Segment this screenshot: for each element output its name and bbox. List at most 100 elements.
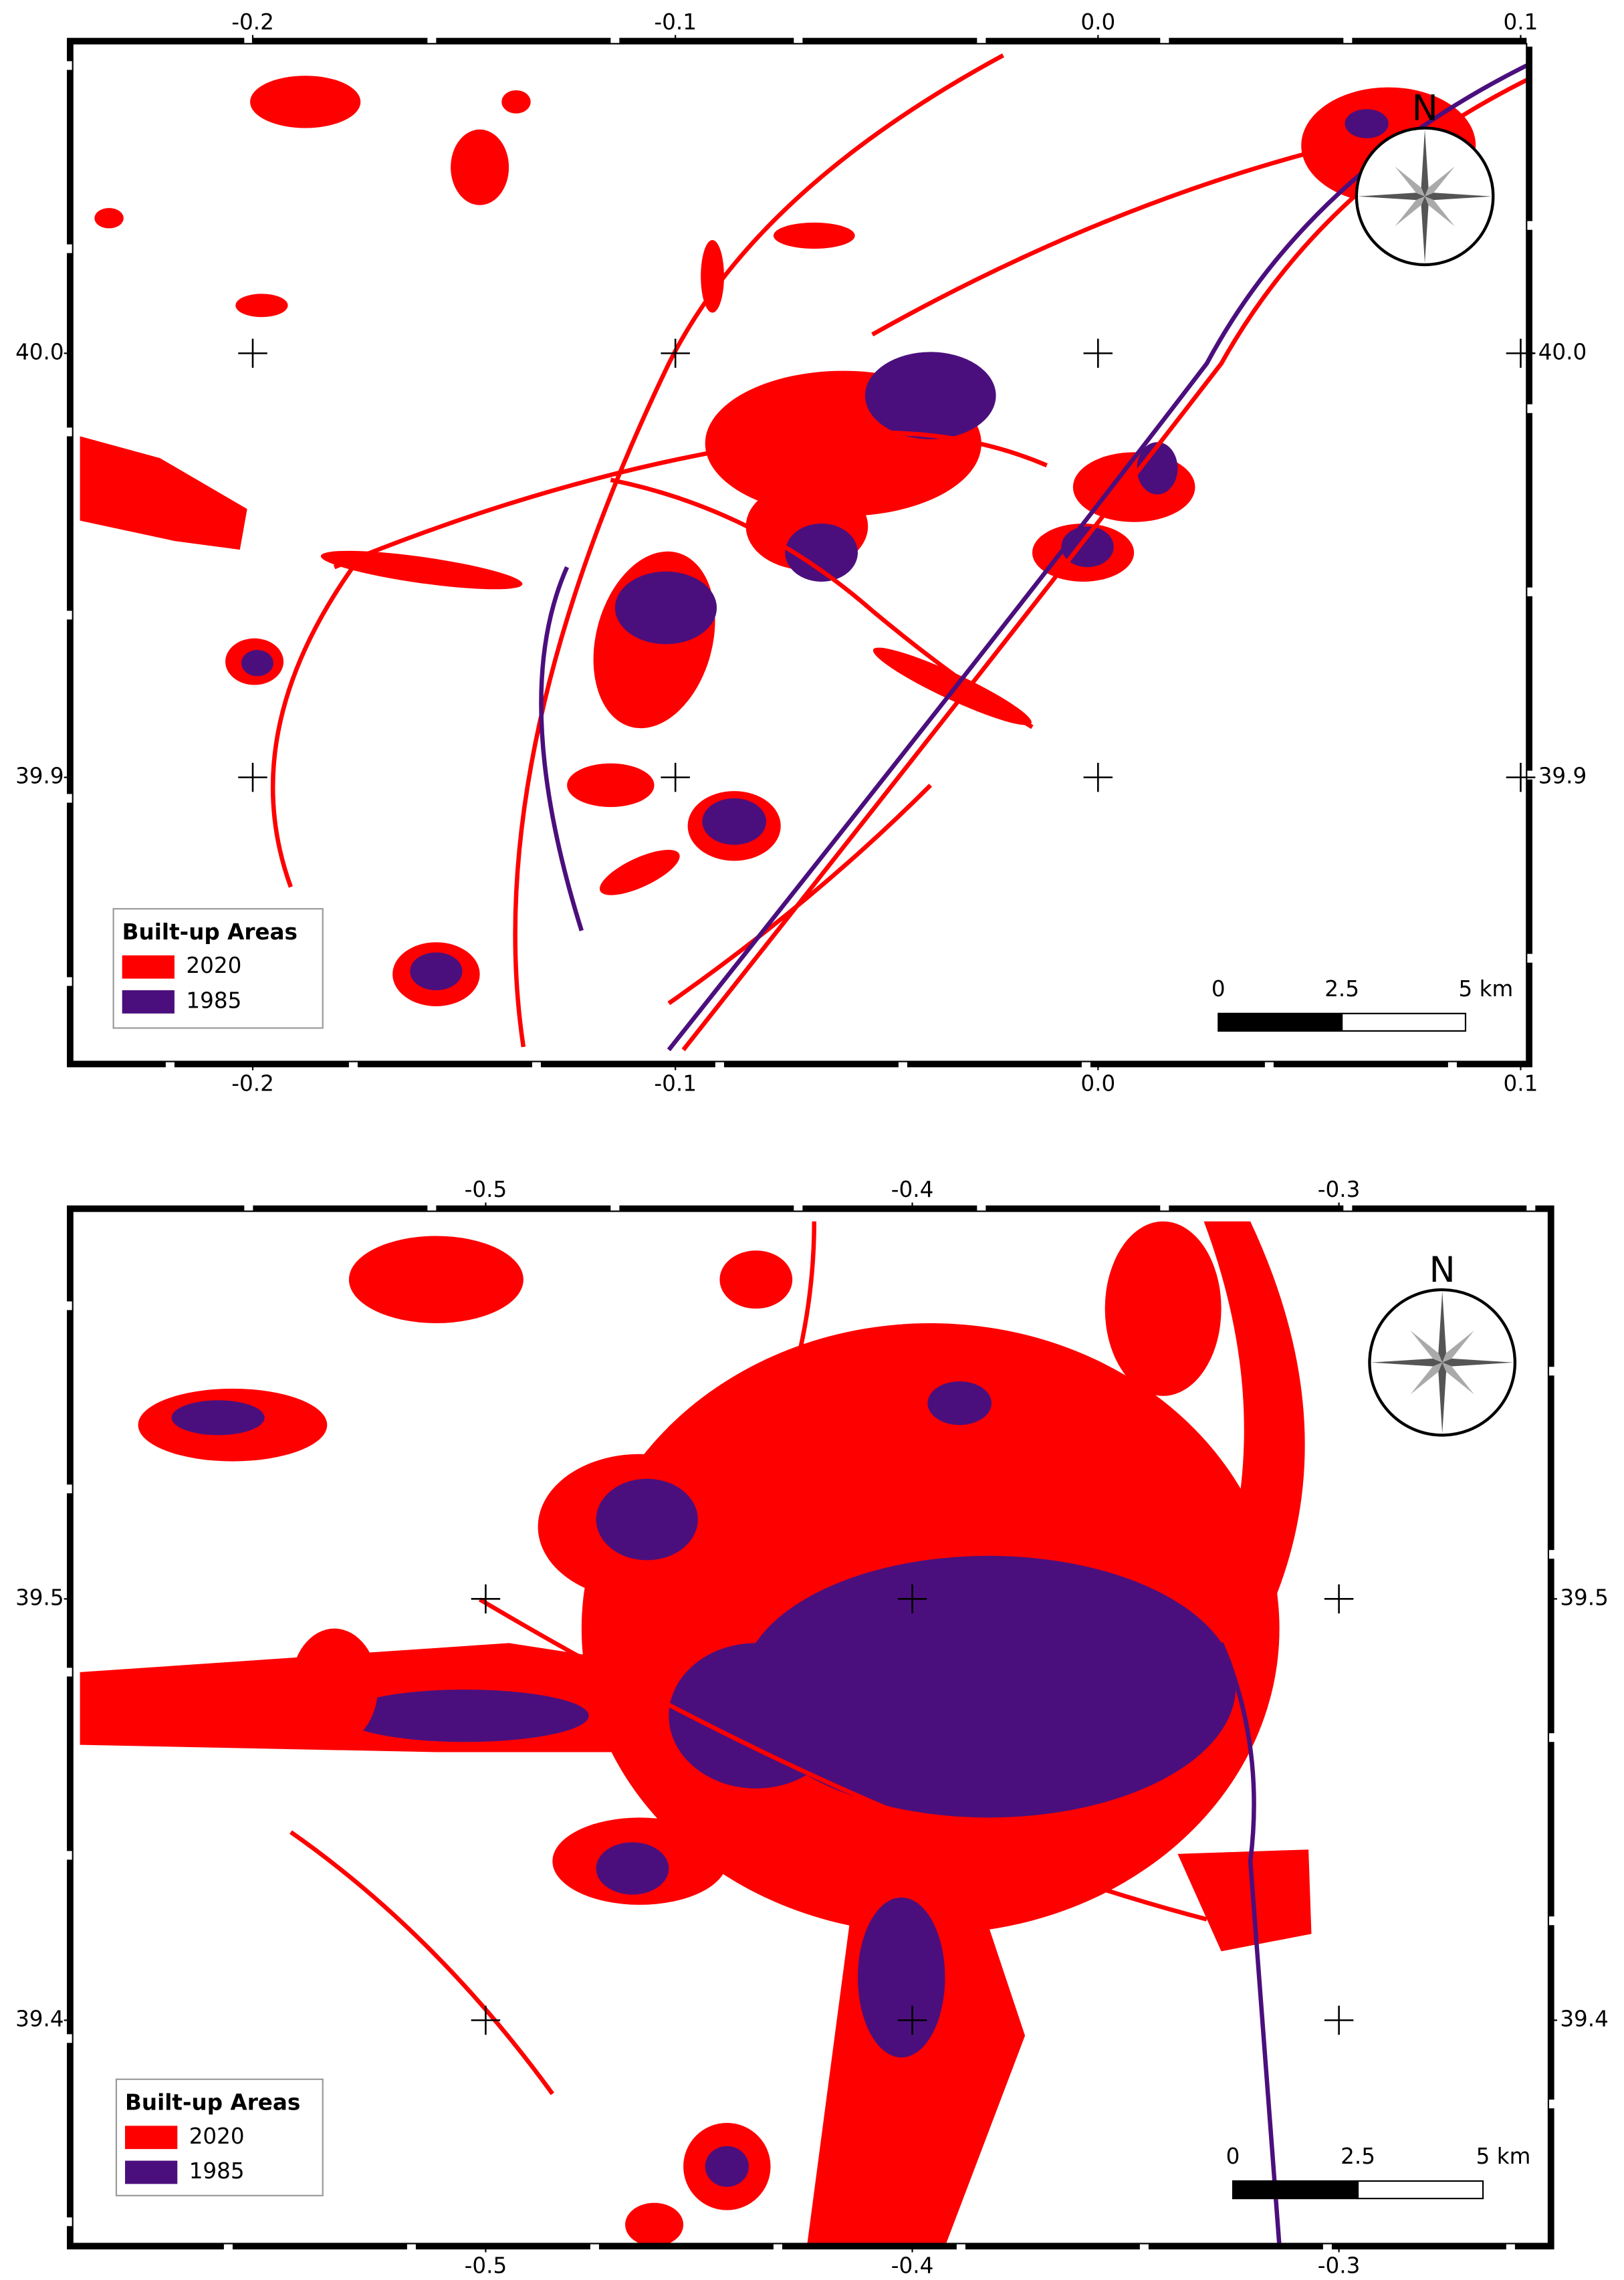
- y-tick-label: 39.4: [15, 2007, 64, 2032]
- built-up-patch: [80, 436, 247, 550]
- built-up-layer: [80, 53, 1527, 1052]
- map-frame-outer: [67, 37, 1533, 1068]
- north-arrow-point: [1442, 1331, 1474, 1363]
- scale-bar-dark: [1232, 2180, 1359, 2200]
- built-up-patch: [599, 849, 680, 895]
- x-tick-label: -0.1: [654, 9, 697, 35]
- built-up-patch: [1345, 109, 1389, 138]
- legend-title: Built-up Areas: [122, 919, 298, 945]
- legend-swatch: [125, 2126, 178, 2150]
- scale-bar-light: [1357, 2180, 1484, 2200]
- x-tick-label: -0.3: [1318, 1177, 1361, 1202]
- x-tick-label: 0.1: [1504, 1070, 1538, 1096]
- north-arrow-point: [1425, 166, 1455, 197]
- built-up-patch: [410, 952, 463, 991]
- built-up-patch: [773, 222, 855, 249]
- built-up-patch: [927, 1381, 992, 1426]
- road: [539, 566, 584, 931]
- built-up-patch: [1177, 1849, 1312, 1952]
- built-up-patch: [250, 76, 361, 128]
- x-tick-label: -0.2: [231, 1070, 274, 1096]
- y-tick-label: 39.9: [15, 764, 64, 789]
- road: [270, 551, 366, 888]
- legend-label: 2020: [186, 953, 241, 978]
- scale-bar-dark: [1217, 1012, 1343, 1032]
- built-up-patch: [451, 129, 509, 205]
- y-tick-label: 39.4: [1560, 2007, 1609, 2032]
- road: [725, 1221, 817, 1543]
- north-arrow-point: [1421, 129, 1429, 197]
- built-up-patch: [501, 90, 531, 114]
- road: [667, 784, 933, 1006]
- scale-bar-label: 2.5: [1341, 2144, 1375, 2169]
- built-up-patch: [1189, 1221, 1305, 1658]
- built-up-patch: [596, 1842, 669, 1895]
- x-tick-label: -0.4: [891, 2253, 934, 2278]
- built-up-patch: [342, 1689, 589, 1742]
- x-tick-label: -0.5: [465, 1177, 507, 1202]
- built-up-patch: [614, 571, 717, 645]
- x-tick-label: 0.1: [1504, 9, 1538, 35]
- built-up-patch: [290, 1628, 378, 1745]
- x-tick-label: 0.0: [1080, 9, 1115, 35]
- y-tick-label: 39.5: [1560, 1585, 1609, 1610]
- legend-label: 1985: [189, 2158, 245, 2184]
- x-tick-label: -0.1: [654, 1070, 697, 1096]
- north-arrow-point: [1395, 166, 1425, 197]
- built-up-patch: [241, 650, 273, 677]
- built-up-patch: [171, 1400, 265, 1436]
- north-arrow-point: [1410, 1331, 1443, 1363]
- north-arrow-point: [1442, 1358, 1514, 1367]
- scale-bar-label: 2.5: [1324, 976, 1359, 1002]
- y-tick-label: 40.0: [15, 339, 64, 364]
- built-up-patch: [625, 2202, 684, 2244]
- built-up-patch: [741, 1555, 1236, 1818]
- north-arrow-point: [1357, 193, 1425, 201]
- built-up-patch: [348, 1236, 524, 1323]
- built-up-patch: [785, 523, 858, 582]
- north-label: N: [1412, 88, 1438, 128]
- north-arrow-point: [1421, 196, 1429, 263]
- north-label: N: [1429, 1250, 1456, 1290]
- y-tick-label: 40.0: [1538, 339, 1587, 364]
- built-up-patch: [235, 294, 288, 318]
- y-tick-label: 39.9: [1538, 764, 1587, 789]
- north-arrow-point: [1425, 193, 1492, 201]
- north-arrow-point: [1371, 1358, 1443, 1367]
- road: [478, 1597, 1207, 1922]
- scale-bar-label: 5 km: [1459, 976, 1514, 1002]
- x-tick-label: -0.3: [1318, 2253, 1361, 2278]
- scale-bar-light: [1341, 1012, 1467, 1032]
- built-up-patch: [705, 2146, 749, 2187]
- scale-bar-label: 5 km: [1476, 2144, 1531, 2169]
- north-arrow-point: [1442, 1362, 1474, 1395]
- scale-bar-label: 0: [1226, 2144, 1240, 2169]
- built-up-patch: [864, 352, 996, 439]
- road: [333, 430, 1048, 570]
- built-up-patch: [596, 1478, 698, 1561]
- built-up-patch: [94, 208, 124, 229]
- north-arrow-point: [1438, 1291, 1447, 1363]
- legend-title: Built-up Areas: [125, 2090, 300, 2116]
- road: [871, 143, 1339, 337]
- legend-swatch: [122, 955, 175, 979]
- road: [513, 53, 1005, 1048]
- coastline: [1219, 1642, 1282, 2244]
- y-tick-label: 39.5: [15, 1585, 64, 1610]
- built-up-patch: [1105, 1221, 1222, 1396]
- x-tick-label: 0.0: [1080, 1070, 1115, 1096]
- built-up-patch: [719, 1250, 793, 1309]
- built-up-patch: [873, 647, 1032, 725]
- built-up-patch: [1137, 442, 1178, 495]
- x-tick-label: -0.4: [891, 1177, 934, 1202]
- x-tick-label: -0.5: [465, 2253, 507, 2278]
- legend-label: 1985: [186, 988, 241, 1013]
- built-up-patch: [567, 763, 655, 808]
- x-tick-label: -0.2: [231, 9, 274, 35]
- north-arrow-point: [1438, 1362, 1447, 1434]
- road: [610, 477, 1034, 729]
- built-up-patch: [669, 1643, 844, 1789]
- built-up-patch: [701, 239, 724, 313]
